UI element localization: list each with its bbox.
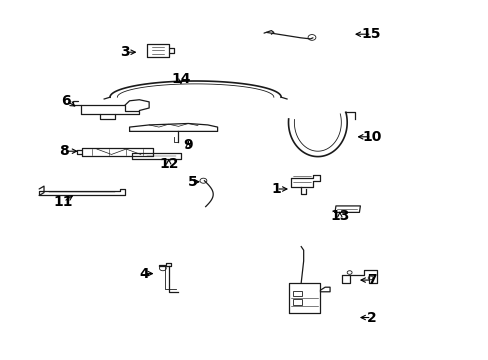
Text: 9: 9 xyxy=(183,138,193,152)
Text: 8: 8 xyxy=(59,144,68,158)
Text: 4: 4 xyxy=(139,267,149,280)
Text: 7: 7 xyxy=(366,273,376,287)
Text: 15: 15 xyxy=(361,27,381,41)
Bar xyxy=(293,299,302,305)
Text: 6: 6 xyxy=(61,94,71,108)
Text: 5: 5 xyxy=(188,175,198,189)
Text: 3: 3 xyxy=(120,45,129,59)
Bar xyxy=(293,291,302,296)
Text: 12: 12 xyxy=(159,157,178,171)
Text: 10: 10 xyxy=(361,130,381,144)
Text: 14: 14 xyxy=(171,72,190,86)
Text: 2: 2 xyxy=(366,311,376,324)
Text: 11: 11 xyxy=(54,195,73,208)
Text: 13: 13 xyxy=(329,209,349,223)
Text: 1: 1 xyxy=(271,182,281,196)
